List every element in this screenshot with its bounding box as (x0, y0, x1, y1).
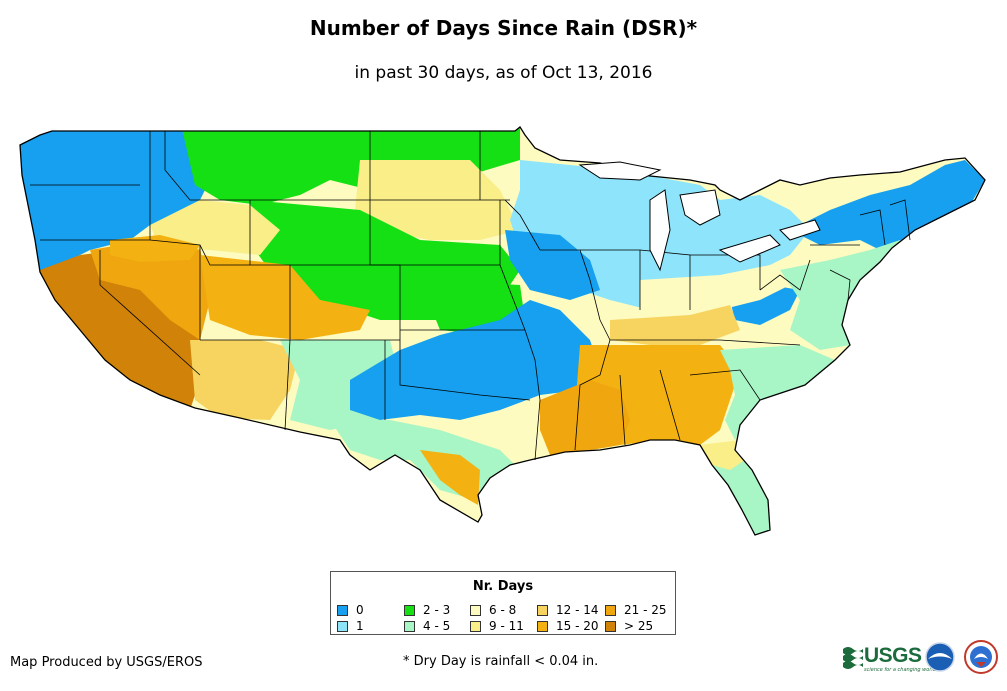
region-northeast-0 (790, 160, 985, 250)
dry-day-footnote: * Dry Day is rainfall < 0.04 in. (403, 654, 599, 669)
region-az-12-14 (190, 340, 300, 420)
legend-swatch-9 (605, 620, 616, 632)
region-oregon-15-20 (110, 235, 200, 262)
map-title: Number of Days Since Rain (DSR)* (309, 16, 698, 40)
legend-label-3: 4 - 5 (423, 619, 451, 633)
legend-item-8: 21 - 25 (605, 603, 667, 617)
legend-swatch-0 (337, 604, 348, 616)
region-southern-plains-0 (350, 300, 600, 420)
legend-label-8: 21 - 25 (624, 603, 667, 617)
noaa-logo-icon (925, 642, 955, 672)
usgs-logo-text: USGS (864, 644, 922, 667)
legend-swatch-1 (337, 620, 348, 632)
legend-item-1: 1 (337, 619, 364, 633)
legend-label-7: 15 - 20 (556, 619, 599, 633)
legend-swatch-3 (404, 620, 415, 632)
map-subtitle: in past 30 days, as of Oct 13, 2016 (354, 63, 653, 83)
usgs-logo: USGS science for a changing world (842, 642, 936, 673)
legend-label-0: 0 (356, 603, 364, 617)
region-florida-4-5 (700, 445, 770, 535)
legend-title: Nr. Days (472, 579, 534, 594)
legend-label-1: 1 (356, 619, 364, 633)
map-credit: Map Produced by USGS/EROS (10, 655, 203, 670)
region-south-texas-15-20 (420, 450, 480, 505)
legend-label-9: > 25 (624, 619, 654, 633)
region-ohio-valley-6-8 (640, 265, 790, 320)
legend-swatch-8 (605, 604, 616, 616)
legend-item-2: 2 - 3 (404, 603, 450, 617)
legend-item-3: 4 - 5 (404, 619, 450, 633)
legend-swatch-6 (537, 604, 548, 616)
state-boundaries (30, 131, 911, 461)
region-deep-south-21-25 (540, 380, 630, 455)
region-kentucky-12-14 (610, 305, 740, 345)
region-great-lakes-0 (505, 230, 600, 300)
legend-swatch-7 (537, 620, 548, 632)
legend-swatch-5 (470, 620, 481, 632)
legend-item-4: 6 - 8 (470, 603, 516, 617)
legend-item-7: 15 - 20 (537, 619, 599, 633)
dsr-color-regions (20, 127, 985, 535)
legend-item-9: > 25 (605, 619, 653, 633)
legend-label-4: 6 - 8 (489, 603, 517, 617)
region-nevada-21-25 (90, 240, 210, 340)
nws-logo-icon (964, 640, 998, 674)
usgs-wave-icon (843, 647, 863, 669)
legend-item-6: 12 - 14 (537, 603, 599, 617)
us-outline (19, 126, 986, 536)
legend-item-0: 0 (337, 603, 364, 617)
region-carolinas-4-5 (720, 345, 835, 440)
great-lakes (578, 161, 821, 272)
legend-swatch-4 (470, 604, 481, 616)
legend-label-5: 9 - 11 (489, 619, 524, 633)
usgs-tagline: science for a changing world (864, 667, 936, 673)
legend-label-2: 2 - 3 (423, 603, 451, 617)
legend-swatch-2 (404, 604, 415, 616)
legend-label-6: 12 - 14 (556, 603, 599, 617)
us-dsr-map (19, 126, 986, 536)
agency-logos: USGS science for a changing world (842, 640, 1002, 678)
legend-item-5: 9 - 11 (470, 619, 524, 633)
legend: Nr. Days 0 1 2 - 3 4 - 5 6 - 8 9 - 11 12… (330, 571, 676, 635)
region-utah-colorado-15-20 (200, 255, 370, 340)
